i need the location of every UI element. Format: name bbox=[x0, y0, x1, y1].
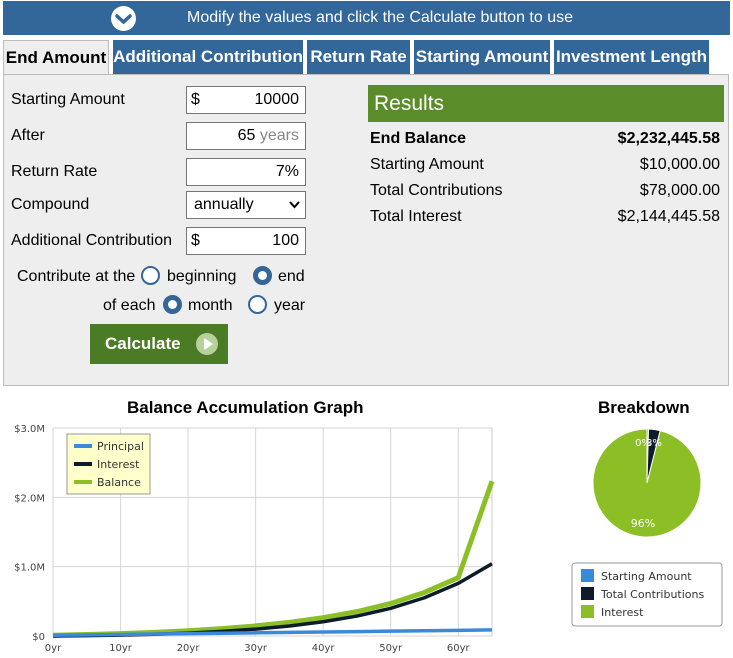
y-tick-label: $0 bbox=[32, 632, 45, 643]
return-rate-value: 7 bbox=[275, 163, 285, 180]
calculator-panel: Starting Amount $ 10000 After 65 years R… bbox=[3, 74, 729, 386]
pie-label: 0% bbox=[635, 438, 651, 449]
result-value: $2,232,445.58 bbox=[617, 130, 720, 147]
result-value: $2,144,445.58 bbox=[617, 208, 720, 225]
plot-area bbox=[52, 427, 493, 637]
x-tick-label: 50yr bbox=[379, 643, 403, 654]
after-label: After bbox=[11, 127, 45, 144]
radio-beginning[interactable] bbox=[141, 266, 160, 285]
radio-end[interactable] bbox=[253, 266, 272, 285]
legend-box bbox=[66, 433, 151, 495]
x-tick-label: 30yr bbox=[244, 643, 268, 654]
series-line-principal bbox=[52, 628, 493, 638]
result-value: $10,000.00 bbox=[639, 156, 720, 173]
contribute-at-label: Contribute at the bbox=[17, 268, 136, 285]
pie-legend-label: Starting Amount bbox=[601, 570, 692, 583]
results-header: Results bbox=[368, 85, 724, 122]
starting-amount-label: Starting Amount bbox=[11, 91, 125, 108]
radio-year[interactable] bbox=[248, 295, 267, 314]
after-value: 65 bbox=[237, 127, 256, 144]
after-unit: years bbox=[259, 127, 299, 144]
calculate-label: Calculate bbox=[105, 334, 181, 353]
currency-prefix: $ bbox=[191, 91, 200, 108]
beginning-label[interactable]: beginning bbox=[167, 268, 237, 285]
of-each-label: of each bbox=[103, 297, 156, 314]
pie-slice-starting-amount bbox=[646, 428, 650, 484]
result-label: Starting Amount bbox=[370, 156, 484, 173]
x-tick-label: 20yr bbox=[177, 643, 201, 654]
tab-end-amount[interactable]: End Amount bbox=[3, 40, 109, 75]
return-rate-label: Return Rate bbox=[11, 163, 98, 180]
x-tick-label: 10yr bbox=[109, 643, 133, 654]
result-label: Total Interest bbox=[370, 208, 462, 225]
result-row-end-balance: End Balance $2,232,445.58 bbox=[370, 130, 720, 148]
month-label[interactable]: month bbox=[188, 297, 233, 314]
percent-unit: % bbox=[284, 163, 299, 180]
result-label: End Balance bbox=[370, 130, 467, 147]
x-tick-label: 40yr bbox=[312, 643, 336, 654]
breakdown-title: Breakdown bbox=[598, 398, 690, 417]
year-label[interactable]: year bbox=[274, 297, 306, 314]
pie-legend-label: Total Contributions bbox=[600, 588, 704, 601]
after-input[interactable]: 65 years bbox=[186, 122, 306, 150]
x-tick-label: 0yr bbox=[45, 643, 62, 654]
result-value: $78,000.00 bbox=[639, 182, 720, 199]
legend-label: Interest bbox=[97, 458, 140, 471]
chevron-down-icon bbox=[289, 201, 300, 209]
result-row-total-contributions: Total Contributions $78,000.00 bbox=[370, 182, 720, 200]
tab-return-rate[interactable]: Return Rate bbox=[307, 40, 410, 74]
calculate-button[interactable]: Calculate bbox=[90, 324, 228, 364]
compound-label: Compound bbox=[11, 196, 90, 213]
chevron-down-icon[interactable] bbox=[111, 6, 136, 31]
banner-text: Modify the values and click the Calculat… bbox=[187, 9, 573, 26]
x-tick-label: 60yr bbox=[447, 643, 471, 654]
additional-contribution-value: 100 bbox=[272, 232, 299, 249]
pie-label: 96% bbox=[631, 517, 655, 530]
currency-prefix: $ bbox=[191, 232, 200, 249]
result-row-total-interest: Total Interest $2,144,445.58 bbox=[370, 208, 720, 226]
info-banner[interactable]: Modify the values and click the Calculat… bbox=[3, 1, 730, 35]
pie-slice-total-contributions bbox=[646, 428, 661, 484]
end-label[interactable]: end bbox=[278, 268, 305, 285]
starting-amount-value: 10000 bbox=[254, 91, 300, 108]
y-tick-label: $2.0M bbox=[14, 493, 45, 504]
pie-legend-box bbox=[571, 562, 723, 627]
result-label: Total Contributions bbox=[370, 182, 503, 199]
additional-contribution-input[interactable]: $ 100 bbox=[186, 227, 306, 255]
tab-additional-contribution[interactable]: Additional Contribution bbox=[113, 40, 303, 74]
pie-legend-label: Interest bbox=[601, 606, 644, 619]
legend-label: Principal bbox=[97, 440, 144, 453]
tab-starting-amount[interactable]: Starting Amount bbox=[414, 40, 550, 74]
return-rate-input[interactable]: 7% bbox=[186, 158, 306, 186]
series-line-interest bbox=[52, 562, 493, 638]
pie-legend-swatch bbox=[581, 605, 594, 618]
series-line-balance bbox=[52, 480, 495, 638]
pie-legend-swatch bbox=[581, 587, 594, 600]
play-icon bbox=[196, 333, 218, 355]
pie-slice-interest bbox=[592, 428, 702, 538]
additional-contribution-label: Additional Contribution bbox=[11, 232, 172, 249]
compound-select[interactable]: annually bbox=[186, 191, 306, 219]
compound-value: annually bbox=[194, 196, 254, 213]
starting-amount-input[interactable]: $ 10000 bbox=[186, 86, 306, 114]
y-tick-label: $1.0M bbox=[14, 563, 45, 574]
pie-label: 3% bbox=[646, 438, 662, 449]
graph-title: Balance Accumulation Graph bbox=[127, 398, 364, 417]
pie-legend-swatch bbox=[581, 569, 594, 582]
y-tick-label: $3.0M bbox=[14, 424, 45, 435]
radio-month[interactable] bbox=[163, 295, 182, 314]
result-row-starting-amount: Starting Amount $10,000.00 bbox=[370, 156, 720, 174]
legend-label: Balance bbox=[97, 476, 141, 489]
tab-investment-length[interactable]: Investment Length bbox=[554, 40, 709, 74]
